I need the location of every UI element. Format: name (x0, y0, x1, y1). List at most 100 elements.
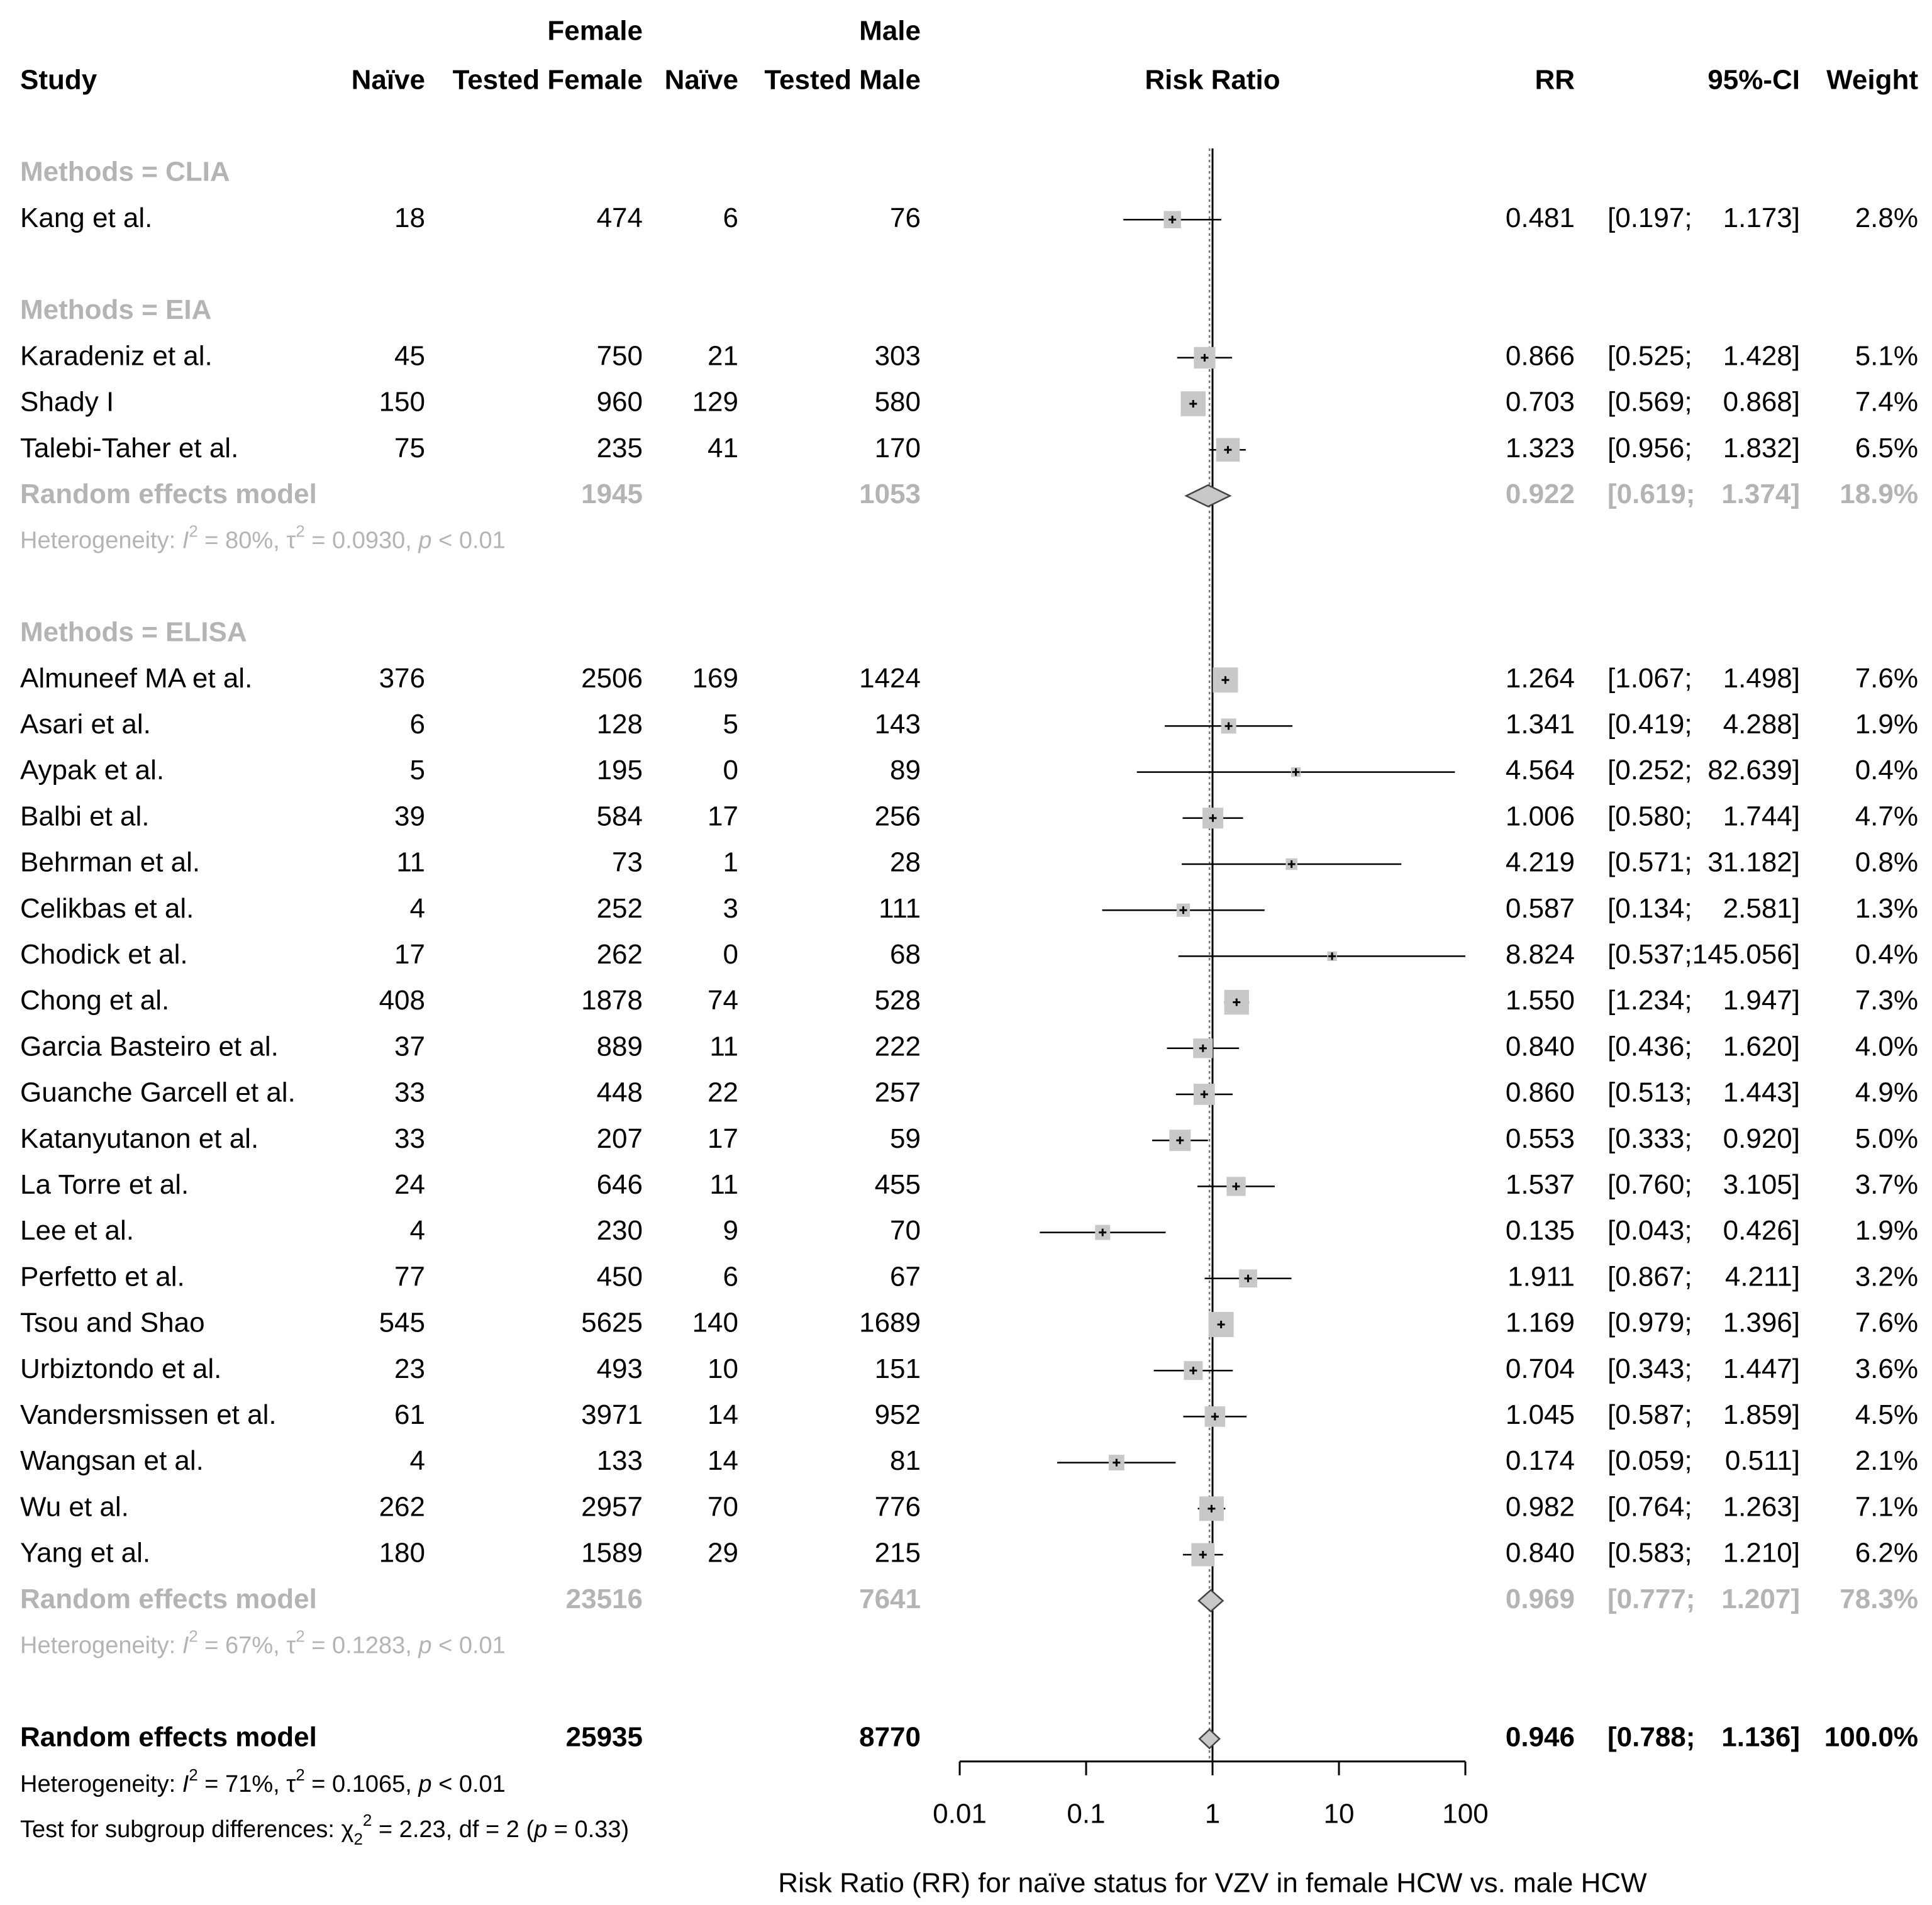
overall-diamond (1198, 1728, 1221, 1750)
naive-female-value: 18 (394, 203, 425, 233)
weight-value: 0.8% (1855, 847, 1918, 878)
rr-value: 4.219 (1506, 847, 1575, 878)
heterogeneity-text: Heterogeneity: I2 = 67%, τ2 = 0.1283, p … (20, 1626, 506, 1658)
naive-male-value: 0 (723, 755, 738, 786)
summary-diamond (1197, 1589, 1224, 1613)
tested-female-value: 235 (597, 433, 643, 464)
ci-lower-value: [0.134; (1607, 893, 1692, 924)
study-name: Garcia Basteiro et al. (20, 1031, 279, 1062)
ci-lower-value: [0.513; (1607, 1077, 1692, 1108)
ci-lower-value: [0.569; (1607, 387, 1692, 418)
tested-male-value: 528 (875, 985, 921, 1016)
ci-upper-value: 1.620] (1723, 1031, 1800, 1062)
overall-weight: 100.0% (1824, 1721, 1918, 1752)
summary-weight: 78.3% (1840, 1584, 1918, 1614)
study-name: Guanche Garcell et al. (20, 1077, 296, 1108)
tested-female-value: 1589 (581, 1538, 643, 1569)
naive-male-value: 22 (708, 1077, 738, 1108)
tested-male-value: 776 (875, 1491, 921, 1522)
header-ci: 95%-CI (1707, 65, 1800, 96)
summary-ci-lower: [0.777; (1607, 1584, 1695, 1614)
weight-value: 7.3% (1855, 985, 1918, 1016)
ci-lower-value: [0.760; (1607, 1169, 1692, 1200)
weight-value: 0.4% (1855, 755, 1918, 786)
ci-lower-value: [0.979; (1607, 1308, 1692, 1338)
tested-male-value: 222 (875, 1031, 921, 1062)
ci-upper-value: 3.105] (1723, 1169, 1800, 1200)
tested-female-value: 450 (597, 1261, 643, 1292)
naive-female-value: 33 (394, 1077, 425, 1108)
weight-value: 7.6% (1855, 1308, 1918, 1338)
ci-lower-value: [0.059; (1607, 1445, 1692, 1476)
subgroup-label: Methods = CLIA (20, 157, 230, 187)
summary-tested-female: 1945 (581, 479, 643, 509)
naive-female-value: 545 (379, 1308, 425, 1338)
study-name: Wangsan et al. (20, 1445, 204, 1476)
header-rr: RR (1535, 65, 1575, 96)
tested-male-value: 111 (879, 893, 921, 924)
overall-tested-female: 25935 (566, 1721, 643, 1752)
header-female: Female (547, 16, 643, 47)
weight-value: 2.8% (1855, 203, 1918, 233)
ci-upper-value: 1.832] (1723, 433, 1800, 464)
header-naive-female: Naïve (352, 65, 425, 96)
tested-female-value: 2506 (581, 663, 643, 694)
naive-male-value: 169 (692, 663, 738, 694)
weight-value: 5.0% (1855, 1123, 1918, 1154)
tested-male-value: 59 (890, 1123, 921, 1154)
summary-tested-female: 23516 (566, 1584, 643, 1614)
naive-female-value: 4 (410, 893, 425, 924)
naive-female-value: 24 (394, 1169, 425, 1200)
weight-value: 7.4% (1855, 387, 1918, 418)
study-name: Tsou and Shao (20, 1308, 205, 1338)
ci-upper-value: 2.581] (1723, 893, 1800, 924)
rr-value: 0.174 (1506, 1445, 1575, 1476)
study-name: Chodick et al. (20, 939, 188, 970)
tested-male-value: 215 (875, 1538, 921, 1569)
x-tick-label: 100 (1442, 1798, 1488, 1829)
study-name: Yang et al. (20, 1538, 150, 1569)
ci-upper-value: 1.859] (1723, 1399, 1800, 1430)
subgroup-summary-label: Random effects model (20, 479, 317, 509)
tested-female-value: 448 (597, 1077, 643, 1108)
ci-lower-value: [0.580; (1607, 801, 1692, 831)
naive-female-value: 6 (410, 709, 425, 740)
rr-value: 0.587 (1506, 893, 1575, 924)
summary-weight: 18.9% (1840, 479, 1918, 509)
study-name: Wu et al. (20, 1491, 129, 1522)
header-naive-male: Naïve (665, 65, 738, 96)
header-male: Male (859, 16, 921, 47)
weight-value: 3.7% (1855, 1169, 1918, 1200)
weight-value: 0.4% (1855, 939, 1918, 970)
overall-heterogeneity-text: Heterogeneity: I2 = 71%, τ2 = 0.1065, p … (20, 1765, 506, 1797)
weight-value: 3.2% (1855, 1261, 1918, 1292)
naive-male-value: 129 (692, 387, 738, 418)
tested-male-value: 303 (875, 340, 921, 371)
ci-upper-value: 145.056] (1692, 939, 1800, 970)
tested-female-value: 960 (597, 387, 643, 418)
heterogeneity-text: Heterogeneity: I2 = 80%, τ2 = 0.0930, p … (20, 521, 506, 553)
ci-upper-value: 0.511] (1725, 1445, 1800, 1476)
ci-lower-value: [0.764; (1607, 1491, 1692, 1522)
naive-female-value: 33 (394, 1123, 425, 1154)
study-name: Almuneef MA et al. (20, 663, 252, 694)
subgroup-label: Methods = EIA (20, 294, 211, 325)
naive-male-value: 10 (708, 1353, 738, 1384)
ci-upper-value: 1.428] (1723, 340, 1800, 371)
tested-male-value: 143 (875, 709, 921, 740)
study-name: Talebi-Taher et al. (20, 433, 238, 464)
ci-lower-value: [0.043; (1607, 1215, 1692, 1246)
x-tick-label: 10 (1324, 1798, 1355, 1829)
rr-value: 0.135 (1506, 1215, 1575, 1246)
rr-value: 4.564 (1506, 755, 1575, 786)
naive-male-value: 11 (709, 1169, 738, 1200)
rr-value: 0.481 (1506, 203, 1575, 233)
tested-female-value: 5625 (581, 1308, 643, 1338)
tested-female-value: 889 (597, 1031, 643, 1062)
tested-female-value: 252 (597, 893, 643, 924)
study-name: Perfetto et al. (20, 1261, 185, 1292)
ci-upper-value: 1.173] (1723, 203, 1800, 233)
ci-lower-value: [0.436; (1607, 1031, 1692, 1062)
tested-female-value: 230 (597, 1215, 643, 1246)
subgroup-differences-text: Test for subgroup differences: χ22 = 2.2… (20, 1811, 629, 1848)
